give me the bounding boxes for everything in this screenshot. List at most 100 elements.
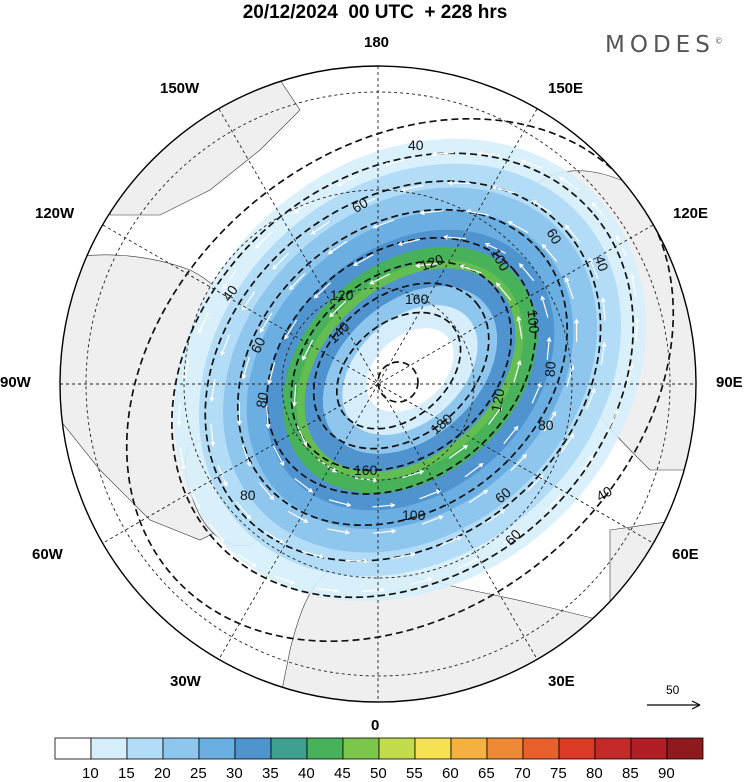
- colorbar-swatch: [558, 737, 596, 760]
- colorbar-swatch: [486, 737, 524, 760]
- contour-140: [290, 260, 512, 472]
- wind-arrow-icon: [630, 273, 637, 297]
- contour-160: [312, 282, 490, 450]
- colorbar-tick-label: 75: [550, 765, 567, 782]
- wind-arrow-icon: [484, 242, 506, 254]
- wind-arrow-icon: [503, 425, 519, 445]
- map-title: 20/12/2024 00 UTC + 228 hrs: [242, 2, 508, 23]
- colorbar-tick-label: 10: [82, 765, 99, 782]
- wind-arrow-icon: [258, 482, 275, 501]
- contour-labels: 40 40 40 40 60 60 60 60 60 80 80 80 80 1…: [219, 137, 615, 548]
- colorbar-swatch: [342, 737, 380, 760]
- wind-arrow-icon: [296, 425, 308, 447]
- colorbar-tick-label: 80: [586, 765, 603, 782]
- colorbar-tick-label: 45: [334, 765, 351, 782]
- wind-arrow-icon: [541, 243, 558, 262]
- wind-arrow-icon: [518, 262, 535, 282]
- wind-arrow-icon: [327, 240, 348, 255]
- wind-arrow-icon: [516, 315, 523, 339]
- colorbar-tick-label: 90: [658, 765, 675, 782]
- wind-arrow-icon: [259, 312, 273, 333]
- wind-arrow-icon: [579, 454, 594, 474]
- wind-arrow-icon: [328, 499, 352, 507]
- wind-arrow-icon: [361, 587, 386, 593]
- svg-text:160: 160: [405, 291, 429, 307]
- lon-label-150e: 150E: [548, 80, 584, 97]
- wind-arrow-icon: [392, 552, 416, 560]
- lon-label-90w: 90W: [0, 374, 31, 391]
- colorbar-swatch: [522, 737, 560, 760]
- wind-arrow-icon: [310, 220, 331, 235]
- colorbar-tick-label: 60: [442, 765, 459, 782]
- wind-arrow-icon: [284, 319, 298, 340]
- wind-arrow-icon: [198, 312, 210, 335]
- wind-arrow-icon: [400, 184, 424, 192]
- svg-text:40: 40: [591, 253, 611, 273]
- colorbar-tick-label: 35: [262, 765, 279, 782]
- logo-text: MODES: [605, 32, 715, 58]
- wind-arrow-icon: [510, 453, 527, 472]
- wind-arrow-icon: [315, 587, 339, 594]
- wind-arrow-icon: [447, 180, 471, 186]
- wind-arrow-icon: [313, 282, 331, 299]
- wind-arrow-icon: [495, 282, 512, 301]
- lon-label-60w: 60W: [32, 546, 63, 563]
- wind-arrow-icon: [634, 317, 640, 341]
- wind-arrow-icon: [488, 405, 503, 425]
- colorbar-swatch: [162, 737, 200, 760]
- wind-arrow-icon: [345, 558, 369, 564]
- lon-label-150w: 150W: [160, 80, 200, 97]
- arrow-right-icon: [691, 700, 701, 710]
- wind-arrow-icon: [543, 411, 557, 432]
- wind-arrow-icon: [287, 510, 309, 523]
- wind-arrow-icon: [209, 379, 216, 403]
- colorbar-tick-label: 30: [226, 765, 243, 782]
- wind-arrow-icon: [176, 403, 182, 427]
- wind-arrow-icon: [294, 477, 314, 493]
- colorbar-tick-label: 65: [478, 765, 495, 782]
- wind-arrow-icon: [236, 402, 242, 426]
- wind-arrow-icon: [235, 501, 252, 520]
- wind-arrow-icon: [485, 509, 506, 524]
- wind-arrow-icon: [292, 383, 297, 407]
- wind-arrow-icon: [600, 341, 607, 365]
- wind-arrow-icon: [430, 151, 455, 157]
- svg-text:60: 60: [349, 194, 371, 216]
- wind-arrow-icon: [544, 495, 562, 512]
- svg-text:80: 80: [538, 417, 554, 433]
- wind-arrow-icon: [464, 463, 484, 478]
- land-middle-east: [609, 519, 696, 641]
- svg-text:120: 120: [488, 387, 508, 413]
- colorbar: [54, 737, 704, 760]
- wind-arrow-icon: [513, 359, 522, 383]
- lon-label-120e: 120E: [673, 205, 709, 222]
- contour-center: [377, 361, 419, 403]
- wind-arrow-icon: [179, 447, 186, 471]
- reference-vector: [647, 700, 701, 710]
- colorbar-tick-label: 55: [406, 765, 423, 782]
- colorbar-swatch: [54, 737, 92, 760]
- wind-arrow-icon: [267, 362, 276, 385]
- wind-arrow-icon: [336, 174, 359, 186]
- wind-arrow-icon: [591, 201, 608, 221]
- colorbar-tick-label: 20: [154, 765, 171, 782]
- colorbar-swatch: [630, 737, 668, 760]
- wind-arrow-icon: [302, 339, 314, 361]
- wind-arrow-icon: [397, 238, 421, 247]
- wind-arrow-icon: [442, 234, 467, 240]
- wind-arrow-icon: [615, 234, 627, 257]
- wind-arrow-icon: [491, 185, 515, 194]
- colorbar-tick-label: 50: [370, 765, 387, 782]
- lon-label-60e: 60E: [672, 546, 699, 563]
- svg-text:60: 60: [247, 335, 268, 356]
- map-border: [59, 65, 697, 703]
- wind-arrow-icon: [372, 219, 395, 229]
- contour-180: [335, 311, 462, 430]
- wind-arrow-icon: [468, 489, 489, 504]
- wind-arrow-icon: [540, 295, 549, 318]
- wind-arrow-icon: [546, 336, 552, 360]
- svg-text:160: 160: [354, 462, 378, 478]
- lon-label-180: 180: [364, 34, 390, 51]
- wind-arrow-icon: [352, 254, 374, 266]
- graticule: [60, 66, 696, 702]
